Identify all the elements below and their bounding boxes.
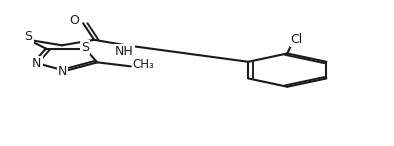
Text: S: S (81, 41, 89, 54)
Text: N: N (32, 57, 41, 70)
Text: N: N (58, 66, 67, 79)
Text: CH₃: CH₃ (133, 58, 154, 71)
Text: O: O (70, 14, 80, 27)
Text: Cl: Cl (291, 33, 303, 46)
Text: S: S (24, 30, 33, 43)
Text: NH: NH (115, 45, 134, 58)
